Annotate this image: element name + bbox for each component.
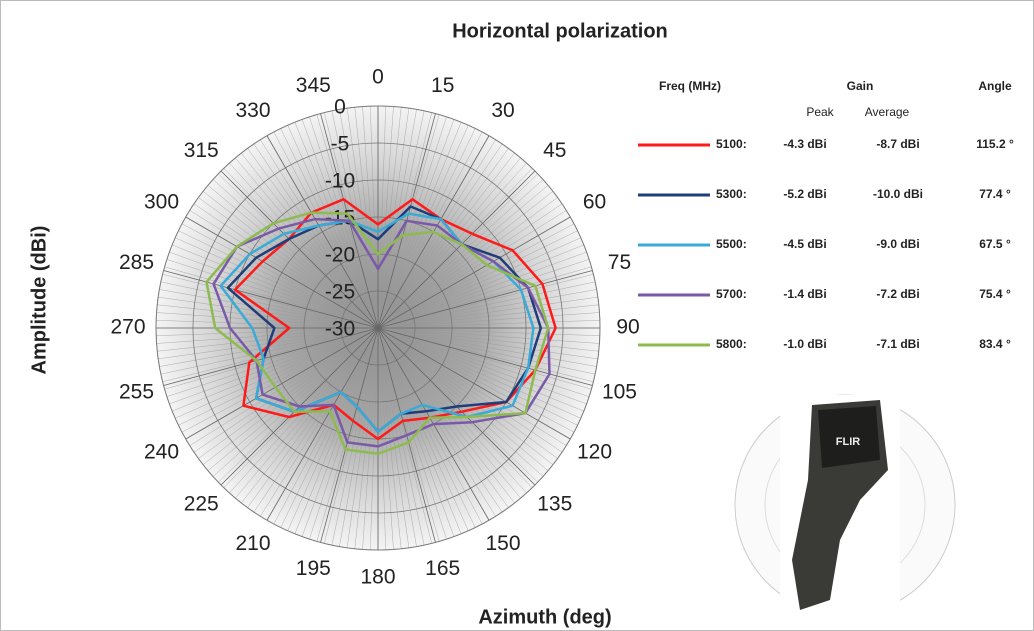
r-tick-label: -5 (331, 133, 350, 156)
angle-tick-label: 120 (577, 441, 612, 464)
legend: Freq (MHz) Gain Angle Peak Average 5100: -4.3 … (638, 79, 1014, 351)
legend-peak: -1.0 dBi (783, 337, 826, 351)
grid-spoke (377, 327, 593, 386)
grid-spoke (266, 135, 379, 329)
grid-spoke (377, 270, 593, 329)
angle-tick-label: 345 (296, 74, 331, 97)
legend-peak: -5.2 dBi (783, 187, 826, 201)
legend-angle: 77.4 ° (979, 187, 1011, 201)
legend-angle: 115.2 ° (976, 137, 1014, 151)
angle-tick-label: 60 (583, 191, 606, 214)
legend-average: -7.2 dBi (876, 287, 919, 301)
y-axis-label: Amplitude (dBi) (28, 226, 50, 375)
grid-spoke (377, 327, 571, 440)
legend-label: 5800: (716, 337, 747, 351)
x-axis-label: Azimuth (deg) (478, 606, 611, 628)
angle-tick-label: 15 (431, 74, 454, 97)
grid-spoke (266, 327, 379, 521)
r-tick-label: -20 (325, 244, 355, 267)
legend-average: -7.1 dBi (876, 337, 919, 351)
angle-tick-label: 30 (491, 99, 514, 122)
angle-tick-label: 165 (425, 557, 460, 580)
device-photo: FLIR (734, 394, 956, 625)
grid-spoke (163, 270, 379, 329)
device-logo: FLIR (836, 436, 860, 448)
grid-spoke (320, 327, 379, 543)
angle-tick-label: 255 (119, 380, 154, 403)
legend-header: Peak (806, 105, 834, 119)
legend-label: 5300: (716, 187, 747, 201)
grid-spoke (185, 216, 379, 329)
grid-spoke (377, 216, 571, 329)
angle-tick-label: 330 (235, 99, 270, 122)
angle-tick-label: 210 (235, 532, 270, 555)
angle-tick-label: 240 (144, 441, 179, 464)
angle-tick-label: 105 (602, 380, 637, 403)
angle-tick-label: 45 (543, 139, 566, 162)
legend-header: Average (865, 105, 910, 119)
angle-tick-label: 315 (184, 139, 219, 162)
legend-label: 5100: (716, 137, 747, 151)
angle-tick-label: 300 (144, 191, 179, 214)
r-tick-label: -30 (325, 318, 355, 341)
legend-header: Gain (847, 79, 874, 93)
angle-tick-label: 225 (184, 492, 219, 515)
legend-header: Freq (MHz) (659, 79, 721, 93)
legend-header: Angle (978, 79, 1012, 93)
r-tick-label: -10 (325, 170, 355, 193)
grid-spoke (377, 170, 536, 329)
legend-peak: -1.4 dBi (783, 287, 826, 301)
legend-angle: 75.4 ° (979, 287, 1011, 301)
angle-tick-label: 75 (608, 251, 631, 274)
angle-tick-label: 195 (296, 557, 331, 580)
legend-label: 5700: (716, 287, 747, 301)
legend-angle: 67.5 ° (979, 237, 1011, 251)
legend-peak: -4.3 dBi (783, 137, 826, 151)
grid-spoke (185, 327, 379, 440)
polar-plot: -30-25-20-15-10-500 153045607590105120135… (110, 66, 639, 589)
angle-tick-label: 90 (616, 316, 639, 339)
legend-angle: 83.4 ° (979, 337, 1011, 351)
angle-tick-label: 0 (372, 66, 384, 89)
legend-label: 5500: (716, 237, 747, 251)
legend-average: -10.0 dBi (873, 187, 923, 201)
series-line (233, 198, 557, 441)
legend-peak: -4.5 dBi (783, 237, 826, 251)
chart-title: Horizontal polarization (452, 20, 668, 42)
grid-spoke (220, 170, 379, 329)
angle-tick-label: 180 (360, 566, 395, 589)
angle-tick-label: 135 (537, 492, 572, 515)
legend-average: -8.7 dBi (876, 137, 919, 151)
legend-average: -9.0 dBi (876, 237, 919, 251)
series-line (205, 211, 550, 456)
device-face (818, 406, 880, 468)
angle-tick-label: 270 (110, 316, 145, 339)
r-tick-label: -25 (325, 281, 355, 304)
angle-tick-label: 285 (119, 251, 154, 274)
r-tick-label: 0 (334, 96, 346, 119)
grid-spoke (163, 327, 379, 386)
angle-tick-label: 150 (485, 532, 520, 555)
